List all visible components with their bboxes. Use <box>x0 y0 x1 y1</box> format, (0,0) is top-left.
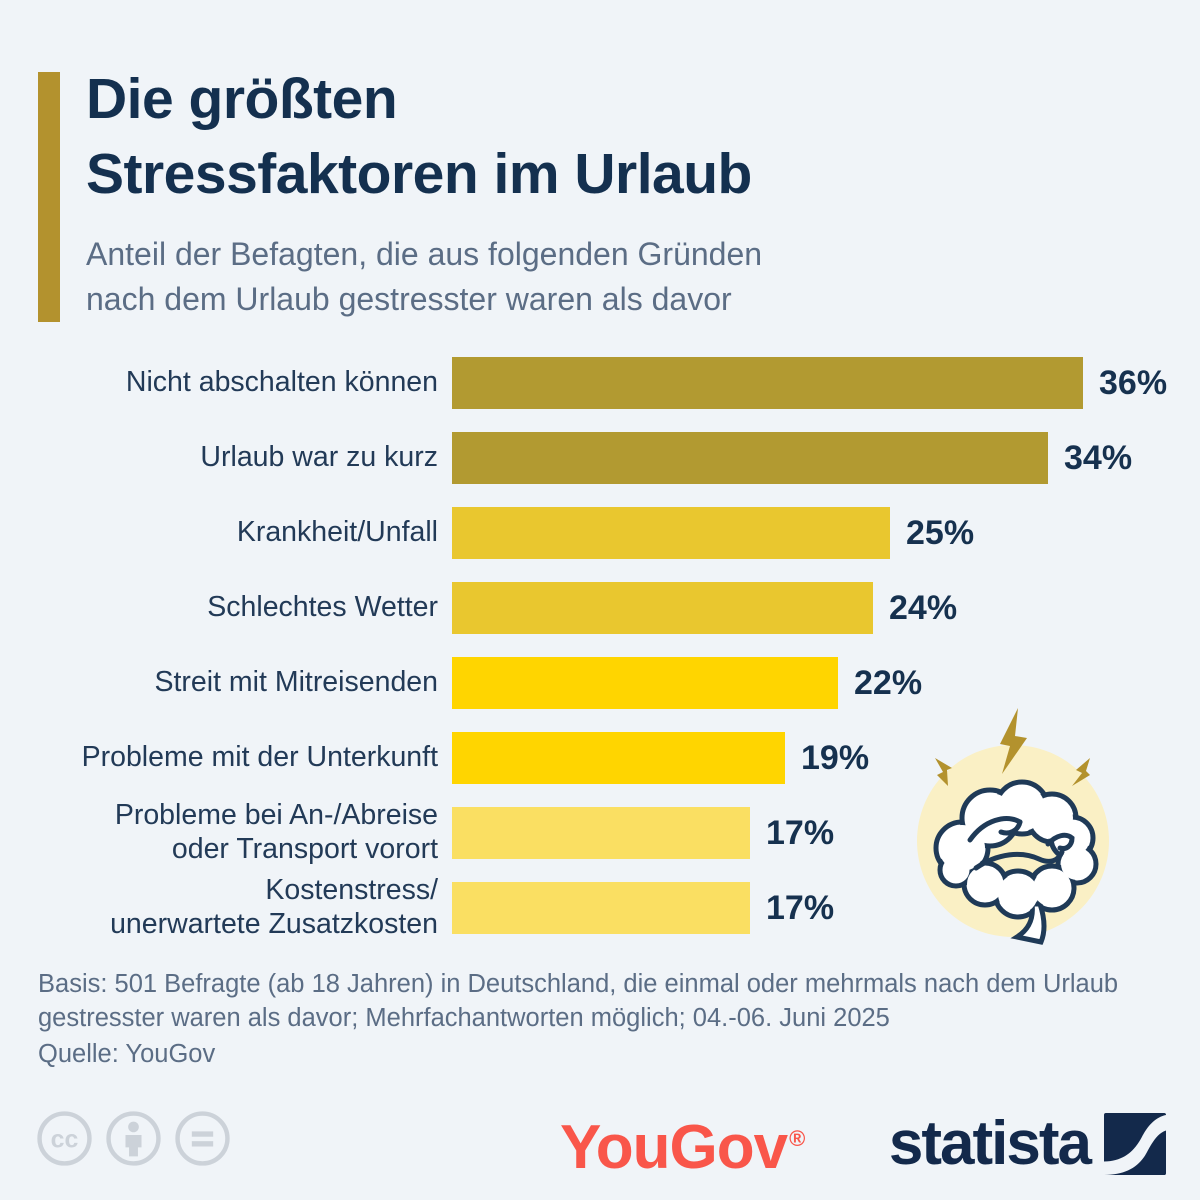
bar-value-label: 36% <box>1099 363 1168 402</box>
title-accent-bar <box>38 72 60 322</box>
chart-row: Probleme bei An-/Abreise oder Transport … <box>38 799 1178 865</box>
bar-label: Nicht abschalten können <box>125 366 438 399</box>
basis-footnote: Basis: 501 Befragte (ab 18 Jahren) in De… <box>38 970 1119 1032</box>
brain-icon <box>917 708 1109 945</box>
statista-logo: statista <box>889 1108 1166 1179</box>
bar <box>452 357 1083 409</box>
bar-value-label: 22% <box>854 663 923 702</box>
bar-value-label: 24% <box>889 588 958 627</box>
yougov-wordmark: YouGov <box>560 1113 788 1182</box>
bar-label: Streit mit Mitreisenden <box>154 666 438 699</box>
chart-row: Probleme mit der Unterkunft 19% <box>38 732 1178 784</box>
bar-value-label: 25% <box>906 513 975 552</box>
lightning-bolt-icon <box>935 758 952 786</box>
chart-row: Nicht abschalten können 36% <box>38 357 1178 409</box>
bar <box>452 882 750 934</box>
bar-value-label: 19% <box>801 738 870 777</box>
page-subtitle: Anteil der Befagten, die aus folgenden G… <box>86 236 763 318</box>
yougov-logo: YouGov® <box>560 1112 805 1183</box>
chart-row: Kostenstress/ unerwartete Zusatzkosten 17… <box>38 874 1178 940</box>
bar-value-label: 17% <box>766 813 835 852</box>
stressed-brain-illustration <box>900 698 1130 948</box>
lightning-bolt-icon <box>1072 758 1090 786</box>
lightning-bolt-icon <box>1000 708 1027 774</box>
license-icons: cc <box>36 1110 231 1167</box>
bar-label: Kostenstress/ unerwartete Zusatzkosten <box>110 874 438 940</box>
bar <box>452 657 838 709</box>
bar-label: Urlaub war zu kurz <box>200 441 438 474</box>
bar <box>452 807 750 859</box>
bar-label: Krankheit/Unfall <box>236 516 438 549</box>
statista-wordmark: statista <box>888 1109 1092 1178</box>
attribution-icon <box>106 1111 161 1166</box>
chart-row: Streit mit Mitreisenden 22% <box>38 657 1178 709</box>
statista-icon <box>1104 1112 1166 1175</box>
bar-value-label: 34% <box>1064 438 1133 477</box>
bar <box>452 582 873 634</box>
cc-icon: cc <box>37 1111 92 1166</box>
bar-label: Schlechtes Wetter <box>207 591 438 624</box>
no-derivatives-icon <box>175 1111 230 1166</box>
source-note: Quelle: YouGov <box>38 1040 216 1068</box>
bar-label: Probleme bei An-/Abreise oder Transport … <box>114 799 438 865</box>
bar-value-label: 17% <box>766 888 835 927</box>
bar-chart: Nicht abschalten können 36% Urlaub war zu … <box>38 357 1178 957</box>
chart-row: Schlechtes Wetter 24% <box>38 582 1178 634</box>
page-title: Die größten Stressfaktoren im Urlaub <box>86 67 752 207</box>
registered-mark: ® <box>789 1126 805 1152</box>
bar <box>452 732 785 784</box>
chart-row: Urlaub war zu kurz 34% <box>38 432 1178 484</box>
bar-label: Probleme mit der Unterkunft <box>81 741 438 774</box>
bar <box>452 432 1048 484</box>
bar <box>452 507 890 559</box>
svg-text:cc: cc <box>51 1125 79 1153</box>
chart-row: Krankheit/Unfall 25% <box>38 507 1178 559</box>
